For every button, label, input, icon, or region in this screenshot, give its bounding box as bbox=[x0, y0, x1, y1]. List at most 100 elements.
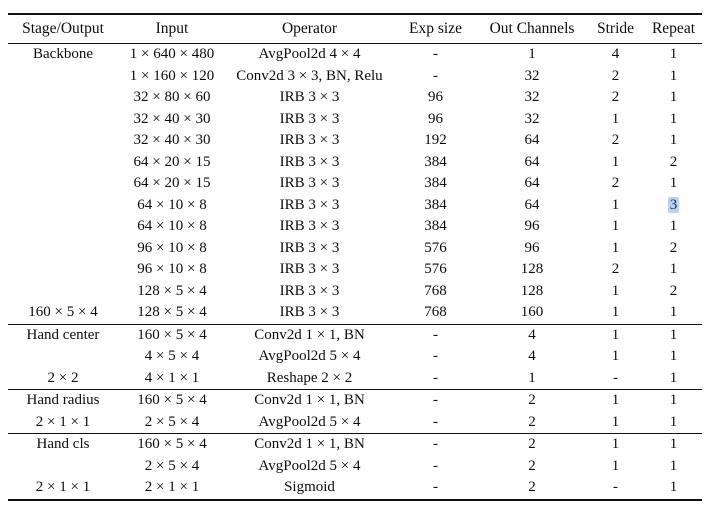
table-cell: 768 bbox=[424, 282, 447, 299]
table-row: Backbone 1 × 640 × 480 AvgPool2d 4 × 4 - 1 4 1 bbox=[8, 44, 702, 66]
table-cell: 160 × 5 × 4 bbox=[137, 326, 207, 343]
table-cell: 2 bbox=[611, 89, 620, 105]
table-cell: 576 bbox=[424, 239, 447, 256]
table-cell: 96 × 10 × 8 bbox=[137, 261, 207, 277]
table-cell bbox=[8, 216, 118, 238]
table-cell: 1 bbox=[669, 413, 678, 430]
table-cell: 1 × 640 × 480 bbox=[129, 46, 215, 62]
table-cell: Sigmoid bbox=[284, 479, 335, 495]
table-cell: 1 bbox=[669, 67, 678, 84]
table-cell: 2 bbox=[528, 392, 536, 408]
table-cell: AvgPool2d 5 × 4 bbox=[258, 457, 361, 474]
table-header-row: Stage/Output Input Operator Exp size Out Cha… bbox=[8, 14, 702, 44]
table-cell: 2 × 5 × 4 bbox=[144, 413, 200, 430]
table-cell: 96 bbox=[524, 239, 540, 256]
table-cell: 384 bbox=[424, 196, 447, 213]
table-cell: Conv2d 3 × 3, BN, Relu bbox=[236, 67, 383, 84]
table-cell: 1 bbox=[611, 304, 620, 320]
table-cell: 4 bbox=[611, 46, 620, 62]
table-cell: IRB 3 × 3 bbox=[279, 196, 340, 213]
table-cell: IRB 3 × 3 bbox=[279, 261, 340, 277]
table-cell: Hand cls bbox=[36, 436, 90, 452]
table-row: 96 × 10 × 8 IRB 3 × 3 576 128 2 1 bbox=[8, 259, 702, 281]
table-cell bbox=[8, 130, 118, 152]
table-cell: 64 × 10 × 8 bbox=[137, 218, 207, 234]
table-cell: 4 × 1 × 1 bbox=[144, 369, 200, 386]
table-cell: 96 bbox=[428, 89, 443, 105]
table-cell: - bbox=[433, 457, 438, 474]
table-cell bbox=[8, 152, 118, 174]
table-cell bbox=[8, 456, 118, 478]
table-cell: 32 bbox=[524, 67, 540, 84]
table-cell: 2 bbox=[669, 282, 678, 299]
table-cell: 128 bbox=[520, 261, 544, 277]
table-cell: 192 bbox=[424, 132, 447, 148]
table-cell: - bbox=[433, 67, 438, 84]
table-cell bbox=[8, 259, 118, 281]
table-row: 64 × 20 × 15 IRB 3 × 3 384 64 1 2 bbox=[8, 152, 702, 174]
table-cell: 96 bbox=[428, 110, 443, 127]
table-cell bbox=[8, 109, 118, 131]
table-cell: 1 bbox=[669, 326, 678, 343]
table-cell: 1 bbox=[611, 282, 620, 299]
table-cell: Conv2d 1 × 1, BN bbox=[254, 392, 365, 408]
column-header-stage-output: Stage/Output bbox=[22, 20, 104, 37]
table-cell: 1 bbox=[669, 348, 678, 364]
table-cell: 384 bbox=[424, 153, 447, 170]
table-cell bbox=[8, 346, 118, 368]
table-cell: 1 bbox=[669, 436, 678, 452]
table-cell: 1 bbox=[611, 153, 620, 170]
table-cell: - bbox=[433, 479, 438, 495]
table-cell: IRB 3 × 3 bbox=[279, 110, 340, 127]
table-cell: 2 bbox=[528, 413, 536, 430]
table-cell: 1 bbox=[611, 413, 620, 430]
table-cell: 64 bbox=[524, 132, 540, 148]
table-cell: IRB 3 × 3 bbox=[279, 239, 340, 256]
table-cell: 1 bbox=[669, 479, 678, 495]
table-cell: IRB 3 × 3 bbox=[279, 304, 340, 320]
table-cell: 1 bbox=[669, 369, 678, 386]
architecture-table: Stage/Output Input Operator Exp size Out Cha… bbox=[8, 13, 702, 501]
column-header-operator: Operator bbox=[281, 20, 338, 37]
table-cell: 2 bbox=[669, 153, 678, 170]
table-cell: IRB 3 × 3 bbox=[279, 89, 340, 105]
table-cell bbox=[8, 281, 118, 303]
table-cell: 64 bbox=[524, 153, 540, 170]
column-header-repeat: Repeat bbox=[651, 20, 696, 37]
table-cell: 1 bbox=[669, 175, 678, 191]
table-cell: 2 bbox=[528, 457, 536, 474]
table-cell: IRB 3 × 3 bbox=[279, 282, 340, 299]
table-cell: 64 bbox=[524, 196, 540, 213]
column-header-out-channels: Out Channels bbox=[489, 20, 575, 37]
table-cell bbox=[8, 66, 118, 88]
table-cell: 96 × 10 × 8 bbox=[137, 239, 207, 256]
table-cell: 96 bbox=[524, 218, 540, 234]
table-row: Hand center 160 × 5 × 4 Conv2d 1 × 1, BN - 4… bbox=[8, 324, 702, 346]
table-cell: 32 × 80 × 60 bbox=[133, 89, 211, 105]
table-cell: 2 × 2 bbox=[47, 369, 79, 386]
table-cell: Hand center bbox=[26, 326, 100, 343]
table-cell: 384 bbox=[424, 175, 447, 191]
table-row: 2 × 1 × 1 2 × 5 × 4 AvgPool2d 5 × 4 - 2 1 1 bbox=[8, 412, 702, 434]
selected-text[interactable]: 3 bbox=[667, 196, 680, 213]
table-cell: 1 bbox=[669, 392, 678, 408]
table-cell: 1 bbox=[669, 218, 678, 234]
table-cell: 2 bbox=[528, 479, 536, 495]
table-row: Hand cls 160 × 5 × 4 Conv2d 1 × 1, BN - 2 1 1 bbox=[8, 434, 702, 456]
table-cell bbox=[8, 87, 118, 109]
table-row: 4 × 5 × 4 AvgPool2d 5 × 4 - 4 1 1 bbox=[8, 346, 702, 368]
table-cell: 1 bbox=[669, 89, 678, 105]
table-cell: 32 bbox=[524, 89, 540, 105]
table-cell: 1 bbox=[611, 326, 620, 343]
table-cell: AvgPool2d 4 × 4 bbox=[258, 46, 361, 62]
table-cell: 1 bbox=[669, 110, 678, 127]
table-cell: - bbox=[613, 479, 618, 495]
table-cell: 1 bbox=[669, 261, 678, 277]
table-cell: 1 bbox=[669, 46, 678, 62]
table-cell: - bbox=[433, 413, 438, 430]
table-cell: IRB 3 × 3 bbox=[279, 175, 340, 191]
table-cell: IRB 3 × 3 bbox=[279, 218, 340, 234]
table-row: 2 × 5 × 4 AvgPool2d 5 × 4 - 2 1 1 bbox=[8, 456, 702, 478]
table-cell: 2 × 1 × 1 bbox=[35, 413, 91, 430]
table-cell: - bbox=[433, 46, 438, 62]
